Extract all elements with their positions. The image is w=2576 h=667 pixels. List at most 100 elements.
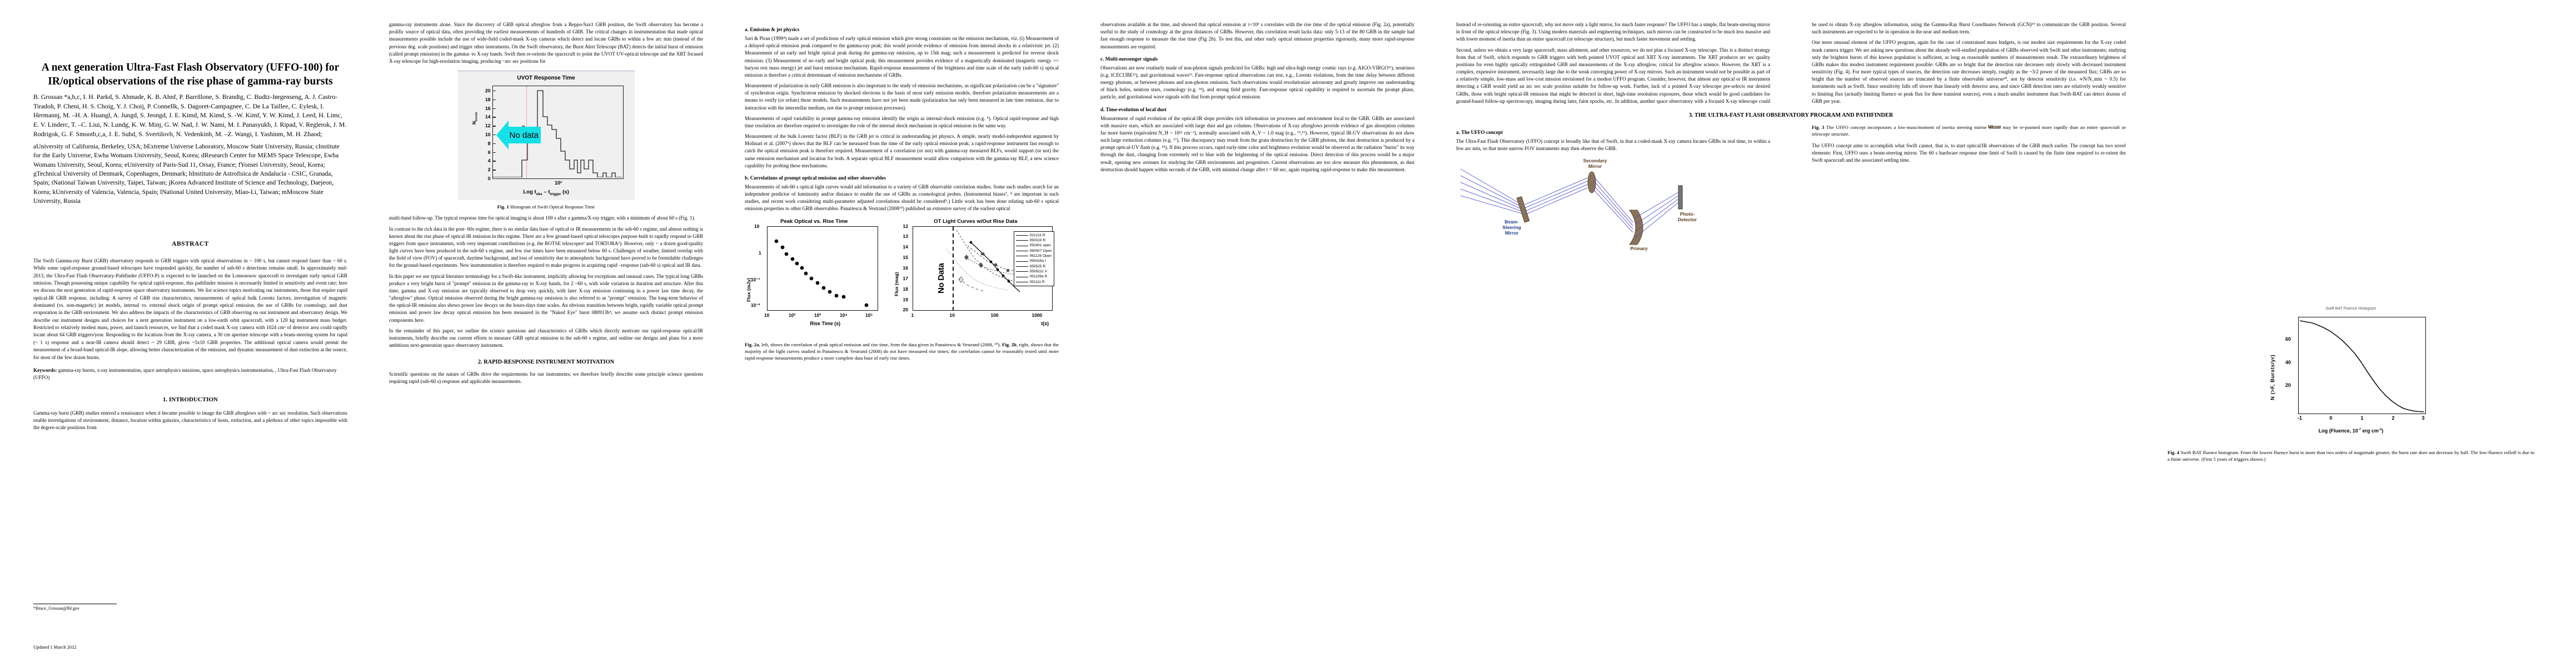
figure-4-xtick-2: 2 (2391, 415, 2395, 421)
figure-4-ytick-60: 60 (2285, 336, 2291, 342)
figure-2b-xtick-1: 1 (911, 312, 914, 318)
figure-2b-ytick-19: 19 (903, 296, 908, 302)
section-1-paragraph: Gamma-ray burst (GRB) studies entered a … (33, 410, 347, 430)
figure-2a-points (774, 239, 869, 307)
figure-3-label-primary-mirror: Primary Mirror (1630, 123, 2002, 252)
figure-2-caption: Fig. 2a, left, shows the correlation of … (745, 341, 1059, 362)
author-list: B. Grossan *a,b,c, I. H. Parkd, S. Ahmad… (33, 92, 347, 138)
figure-2b-ytick-20: 20 (903, 306, 908, 312)
f1-xlab-post: (s) (561, 189, 569, 196)
subsection-b-heading: b. Correlations of prompt optical emissi… (745, 175, 886, 181)
figure-4-top-title: Swift BAT Fluence Histogram (2325, 307, 2376, 311)
figure-2b-xtick-100: 100 (990, 312, 999, 318)
figure-1-caption-label: Fig. 1 (497, 204, 509, 210)
figure-4-caption-label: Fig. 4 (2168, 450, 2180, 455)
figure-4-x-axis-label: Log (Fluence, 10-7 erg cm-2) (2259, 428, 2443, 434)
f1-xlab-sub2: trigger (550, 192, 561, 196)
figure-2a-scatter: Peak Optical vs. Rise Time Flux (mJy) (745, 218, 884, 338)
figure-2b-ytick-17: 17 (903, 275, 908, 281)
figure-2b-ytick-15: 15 (903, 254, 908, 260)
f1-ytick-8: 8 (487, 140, 491, 146)
col2-paragraph-4: In this paper we use typical literature … (389, 273, 703, 323)
figure-4-y-axis-label: N (>F, Bursts/yr) (2269, 354, 2275, 400)
column-1: A next generation Ultra-Fast Flash Obser… (33, 0, 347, 611)
f1-ytick-0: 0 (487, 176, 491, 182)
col2-paragraph-6: Scientific questions on the nature of GR… (389, 371, 703, 385)
legend-item-6: 050525 R (1015, 264, 1052, 269)
footnote-email: *Bruce_Grossan@lbl.gov (33, 606, 80, 611)
f4-xlab-sup: -7 (2358, 428, 2361, 431)
figure-4-ytick-40: 40 (2285, 359, 2291, 365)
f1-ylab-sub: bursts (475, 112, 479, 121)
legend-item-2: 050401 open (1015, 243, 1052, 248)
figure-2a-title: Peak Optical vs. Rise Time (780, 218, 848, 225)
figure-2a-plot-area: 10 1 10⁻¹ 10⁻² 10 10² 10³ 10⁴ 10⁵ (751, 223, 878, 318)
figure-4-plot-area: 20 40 60 -1 0 1 2 3 (2285, 317, 2426, 421)
f1-ytick-12: 12 (485, 123, 491, 129)
figure-2b-ytick-12: 12 (903, 223, 908, 229)
figure-2a-xtick-1e4: 10⁴ (840, 312, 848, 318)
column-3: a. Emission & jet physics Sari & Piran (… (745, 0, 1059, 362)
col4-paragraph-1: observations available at the time, and … (1100, 22, 1414, 49)
figure-1-histogram-steps (492, 90, 622, 178)
col3-paragraph-2: Measurement of polarization in early GRB… (745, 83, 1059, 111)
figure-3-label-beam-steering-mirror: Beam- Steering Mirror (1502, 219, 1521, 236)
section-1-heading: 1. INTRODUCTION (162, 396, 218, 403)
col2-paragraph-2: multi-band follow-up. The typical respon… (389, 215, 695, 221)
figure-4-ytick-20: 20 (2285, 382, 2291, 389)
legend-item-0: 021211 R (1015, 233, 1052, 238)
keywords-line: Keywords: gamma-ray bursts, x-ray instru… (33, 367, 347, 382)
figure-2a-caption-text: , left, shows the correlation of peak op… (759, 341, 1001, 347)
col3-paragraph-4: Measurement of the bulk Lorentz factor (… (745, 133, 1059, 168)
figure-1-uvot-histogram: UVOT Response Time Nbursts 0 2 4 6 8 10 … (457, 71, 635, 201)
figure-2a-xtick-1e3: 10³ (814, 312, 821, 318)
figure-2b-ytick-18: 18 (903, 286, 908, 292)
figure-2a-ytick-0.01: 10⁻² (751, 302, 760, 308)
f1-ytick-18: 18 (485, 96, 491, 102)
f1-ytick-10: 10 (485, 131, 491, 137)
figure-3-label-secondary-mirror: Secondary Mirror (1583, 158, 1607, 170)
figure-2b-ytick-16: 16 (903, 265, 908, 271)
figure-2b-plot-area: No Data 12 13 14 15 16 17 18 19 20 1 10 … (903, 223, 1054, 318)
figure-2a-xtick-10: 10 (764, 312, 770, 318)
figure-2b-x-axis-label: t(s) (1041, 320, 1049, 326)
affiliation-list: aUniversity of California, Berkeley, USA… (33, 142, 340, 205)
updated-stamp: Updated 1 March 2012 (33, 645, 77, 650)
figure-1-title: UVOT Response Time (517, 75, 575, 82)
legend-line-icon (1015, 235, 1028, 236)
f1-ytick-2: 2 (487, 167, 491, 173)
f1-ytick-16: 16 (485, 105, 491, 111)
figure-4-caption-text: Swift BAT fluence histogram. From the lo… (2168, 450, 2534, 462)
figure-2b-lightcurves: OT Light Curves w/Out Rise Data Flux (ma… (893, 218, 1059, 338)
figure-1-y-axis-label: Nbursts (471, 112, 479, 125)
figure-1-x-axis-label: Log tobs – ttrigger (s) (458, 189, 635, 196)
keywords-text: gamma-ray bursts, x-ray instrumentation,… (33, 367, 337, 381)
subsection-3a-heading: a. The UFFO concept (1456, 129, 1503, 135)
column-4: observations available at the time, and … (1100, 0, 1414, 177)
figure-4-caption: Fig. 4 Swift BAT fluence histogram. From… (2168, 449, 2534, 463)
figure-2b-ytick-14: 14 (903, 243, 908, 250)
subsection-c-heading: c. Multi-messenger signals (1100, 56, 1158, 62)
section-3-heading: 3. THE ULTRA-FAST FLASH OBSERVATORY PROG… (1688, 112, 1894, 118)
col2-paragraph-1: gamma-ray instruments alone. Since the d… (389, 22, 703, 64)
f4-xlab-post: erg cm (2361, 428, 2379, 434)
figure-4-xtick-3: 3 (2421, 415, 2425, 421)
col5-paragraph-3: One more unusual element of the UFFO pro… (1812, 39, 2126, 104)
f1-ytick-14: 14 (485, 114, 491, 120)
subsection-a-heading: a. Emission & jet physics (745, 27, 800, 32)
figure-2a-caption-label: Fig. 2a (745, 341, 759, 347)
figure-1-no-data-arrow: No data (496, 121, 541, 150)
figure-4-xtick-0: 0 (2329, 415, 2333, 421)
f1-ylab-main: N (471, 121, 477, 125)
subsection-d-heading: d. Time-evolution of local dust (1100, 106, 1167, 112)
figure-1-caption-text: Histogram of Swift Optical Response Time (509, 204, 595, 210)
col5-paragraph-2: Second, unless we obtain a very large sp… (1456, 22, 2126, 104)
figure-3-caption: Fig. 3 The UFFO concept incorporates a l… (1812, 124, 2126, 138)
figure-2a-ytick-1: 1 (759, 250, 761, 256)
figure-4-xtick-neg1: -1 (2297, 415, 2303, 421)
col5-paragraph-1: Instead of re-orienting an entire spacec… (1456, 22, 1770, 42)
title-line-2: IR/optical observations of the rise phas… (48, 75, 333, 87)
section-2-heading: 2. RAPID-RESPONSE INSTRUMENT MOTIVATION (477, 359, 615, 366)
col3-paragraph-5: Measurements of sub-60 s optical light c… (745, 183, 1059, 212)
